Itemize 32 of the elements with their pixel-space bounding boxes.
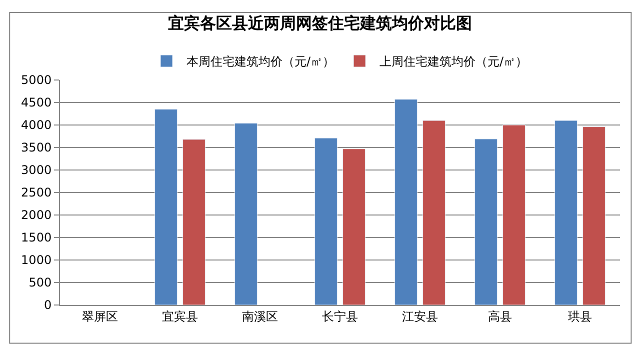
x-tick-label: 高县 xyxy=(488,309,512,324)
y-tick-label: 2500 xyxy=(21,186,52,200)
y-tick-label: 2000 xyxy=(21,208,52,222)
x-tick-label: 江安县 xyxy=(402,309,438,324)
y-tick-label: 4000 xyxy=(21,118,52,132)
y-tick-label: 1500 xyxy=(21,230,52,245)
legend-label: 上周住宅建筑均价（元/㎡） xyxy=(380,54,528,69)
x-tick-label: 长宁县 xyxy=(322,309,358,324)
x-tick-label: 珙县 xyxy=(568,309,592,324)
y-tick-label: 500 xyxy=(28,276,52,290)
y-tick-label: 0 xyxy=(44,298,52,312)
bar xyxy=(502,124,526,305)
chart-title: 宜宾各区县近两周网签住宅建筑均价对比图 xyxy=(168,13,472,32)
y-tick-label: 1000 xyxy=(21,253,52,268)
y-tick-label: 5000 xyxy=(21,73,52,88)
bar xyxy=(154,109,178,305)
bar xyxy=(582,126,606,305)
y-tick-label: 3000 xyxy=(21,163,52,178)
bar xyxy=(342,148,366,305)
legend-label: 本周住宅建筑均价（元/㎡） xyxy=(186,54,335,69)
bar xyxy=(474,138,498,305)
x-tick-label: 南溪区 xyxy=(242,309,278,324)
bar xyxy=(234,122,258,305)
y-tick-label: 3500 xyxy=(21,140,52,155)
bar xyxy=(182,139,206,305)
bar xyxy=(314,138,338,305)
x-tick-label: 翠屏区 xyxy=(82,309,118,324)
x-tick-label: 宜宾县 xyxy=(162,309,198,324)
bar xyxy=(422,120,446,305)
y-tick-label: 4500 xyxy=(21,96,52,110)
bar xyxy=(554,120,578,305)
bar xyxy=(394,99,418,305)
